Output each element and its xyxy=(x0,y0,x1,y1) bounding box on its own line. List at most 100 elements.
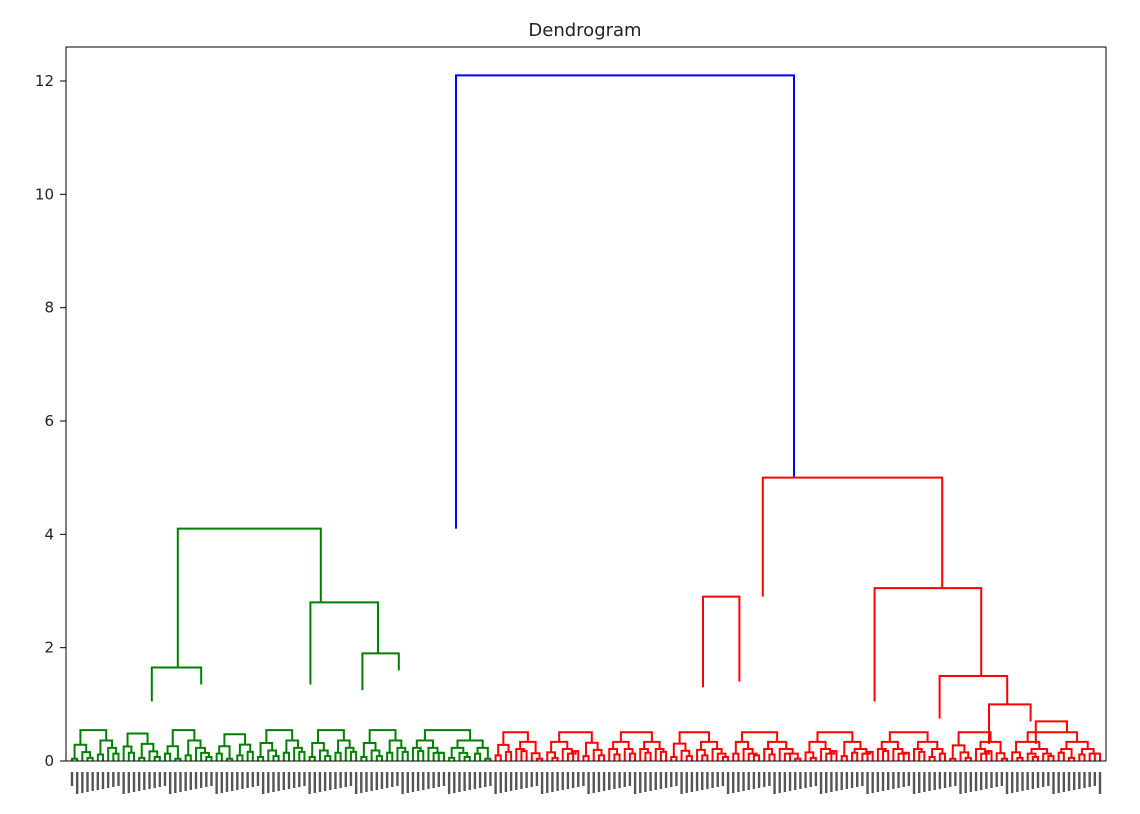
leaf-label-179 xyxy=(995,772,998,787)
leaf-label-192 xyxy=(1062,772,1066,792)
leaf-label-162 xyxy=(907,772,911,786)
leaf-link-170 xyxy=(1047,755,1055,761)
leaf-label-101 xyxy=(592,772,595,793)
leaf-link-123 xyxy=(783,752,792,761)
leaf-label-41 xyxy=(282,772,285,790)
leaf-label-19 xyxy=(168,772,172,794)
leaf-label-26 xyxy=(205,772,208,787)
leaf-link-45 xyxy=(334,751,342,761)
leaf-link-14 xyxy=(140,742,155,758)
leaf-link-145 xyxy=(897,752,908,761)
leaf-label-198 xyxy=(1093,772,1097,786)
leaf-link-127 xyxy=(767,740,788,750)
leaf-link-41 xyxy=(308,756,316,761)
leaf-label-138 xyxy=(783,772,787,792)
leaf-link-54 xyxy=(386,751,394,761)
leaf-label-80 xyxy=(484,772,487,787)
leaf-link-179 xyxy=(1088,752,1099,761)
leaf-link-150 xyxy=(928,756,936,761)
leaf-label-16 xyxy=(153,772,156,788)
leaf-label-82 xyxy=(494,772,497,794)
leaf-link-43 xyxy=(318,749,329,761)
leaf-label-52 xyxy=(339,772,342,788)
merge-link-3 xyxy=(150,666,203,702)
leaf-label-194 xyxy=(1072,772,1076,790)
leaf-label-171 xyxy=(954,772,957,786)
leaf-link-16 xyxy=(163,752,172,761)
leaf-label-170 xyxy=(948,772,952,787)
leaf-label-87 xyxy=(520,772,523,789)
leaf-link-159 xyxy=(985,750,993,761)
leaf-link-82 xyxy=(502,731,529,745)
leaf-label-186 xyxy=(1031,772,1035,789)
leaf-label-band xyxy=(70,772,1102,794)
leaf-label-93 xyxy=(551,772,554,792)
leaf-label-33 xyxy=(241,772,244,789)
leaf-link-34 xyxy=(267,749,278,761)
leaf-label-145 xyxy=(819,772,823,794)
chart-title: Dendrogram xyxy=(528,20,641,41)
leaf-link-35 xyxy=(259,742,274,758)
leaf-label-154 xyxy=(866,772,869,794)
leaf-link-106 xyxy=(685,755,693,761)
leaf-label-153 xyxy=(861,772,864,786)
leaf-link-40 xyxy=(265,729,294,744)
leaf-link-121 xyxy=(768,753,776,761)
leaf-label-199 xyxy=(1098,772,1102,794)
leaf-label-18 xyxy=(163,772,167,786)
leaf-link-174 xyxy=(1057,751,1065,761)
leaf-link-137 xyxy=(866,750,874,761)
leaf-link-176 xyxy=(1060,748,1073,758)
leaf-link-89 xyxy=(582,755,590,761)
leaf-label-22 xyxy=(184,772,187,791)
leaf-label-72 xyxy=(442,772,446,786)
leaf-link-56 xyxy=(396,746,407,761)
leaf-label-77 xyxy=(468,772,471,790)
leaf-label-67 xyxy=(416,772,420,791)
leaf-label-0 xyxy=(70,772,74,786)
leaf-link-37 xyxy=(298,750,306,761)
leaf-link-88 xyxy=(550,740,569,753)
leaf-label-58 xyxy=(370,772,373,791)
leaf-label-30 xyxy=(225,772,229,792)
leaf-label-90 xyxy=(535,772,539,786)
leaf-label-17 xyxy=(158,772,162,787)
leaf-label-175 xyxy=(974,772,978,791)
leaf-label-160 xyxy=(897,772,900,788)
leaf-label-35 xyxy=(251,772,255,787)
leaf-label-166 xyxy=(928,772,931,791)
leaf-label-92 xyxy=(546,772,549,793)
leaf-label-191 xyxy=(1057,772,1060,793)
leaf-link-87 xyxy=(561,748,573,761)
leaf-label-188 xyxy=(1041,772,1045,787)
leaf-label-163 xyxy=(912,772,916,794)
leaf-label-25 xyxy=(199,772,203,788)
leaf-link-67 xyxy=(458,751,469,761)
leaf-label-196 xyxy=(1083,772,1086,788)
leaf-label-165 xyxy=(923,772,926,792)
y-tick-label-2: 4 xyxy=(44,525,54,543)
leaf-label-177 xyxy=(985,772,988,789)
leaf-label-141 xyxy=(799,772,802,789)
leaf-link-96 xyxy=(628,752,637,761)
leaf-link-9 xyxy=(127,751,135,761)
leaf-label-152 xyxy=(856,772,859,787)
leaf-label-102 xyxy=(597,772,601,792)
leaf-label-24 xyxy=(194,772,198,789)
leaf-link-33 xyxy=(272,755,280,761)
leaf-label-36 xyxy=(256,772,260,786)
leaf-label-9 xyxy=(117,772,120,786)
leaf-link-126 xyxy=(778,748,794,761)
leaf-link-105 xyxy=(670,756,678,761)
leaf-label-147 xyxy=(830,772,833,792)
leaf-label-13 xyxy=(137,772,141,791)
leaf-link-165 xyxy=(957,731,992,746)
leaf-label-21 xyxy=(179,772,182,792)
leaf-label-155 xyxy=(871,772,874,793)
y-axis-ticks: 0 2 4 6 8 10 12 xyxy=(35,72,66,770)
leaf-label-15 xyxy=(148,772,151,789)
leaf-label-66 xyxy=(411,772,415,792)
leaf-label-159 xyxy=(892,772,895,789)
leaf-link-141 xyxy=(816,731,854,742)
leaf-link-94 xyxy=(613,753,621,761)
